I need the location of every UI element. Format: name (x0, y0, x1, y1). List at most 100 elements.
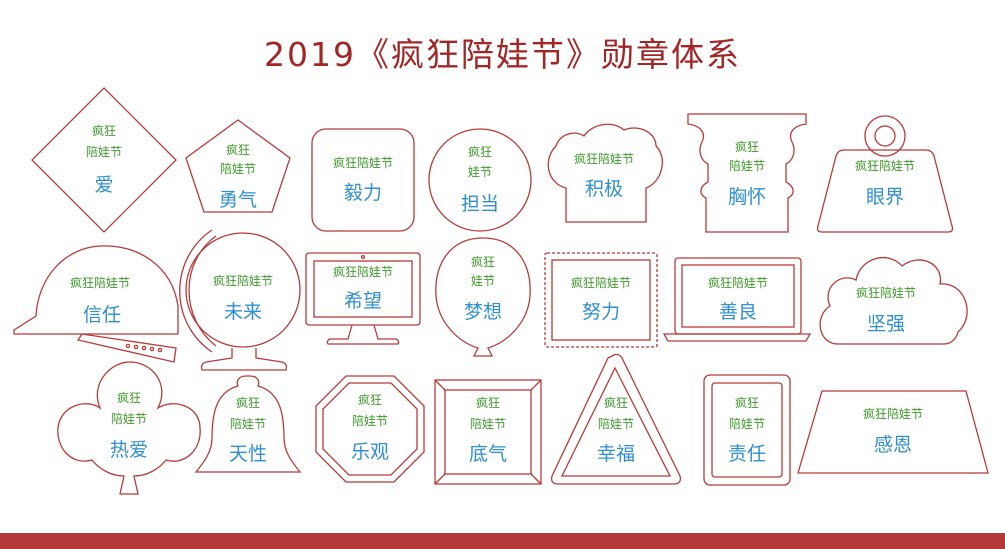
triangle-outer (550, 353, 682, 485)
frame-outer (434, 379, 542, 485)
badge-brand: 疯狂陪娃节 (333, 155, 393, 170)
badge-brand: 疯狂陪娃节 (856, 285, 916, 300)
badge-brand-line2: 陪娃节 (729, 158, 765, 173)
badge-name: 积极 (585, 178, 623, 200)
badge-happiness[interactable]: 疯狂 陪娃节 幸福 (550, 353, 682, 485)
badge-brand-line1: 疯狂 (236, 395, 260, 410)
badge-brand: 疯狂陪娃节 (708, 275, 768, 290)
badge-brand-line2: 娃节 (468, 165, 492, 179)
weight-shape (816, 149, 954, 233)
pillar-shape (687, 113, 807, 233)
badge-dream[interactable]: 疯狂 娃节 梦想 (435, 237, 531, 357)
badge-brand-line2: 陪娃节 (729, 416, 765, 431)
badge-name: 责任 (728, 443, 766, 465)
badge-brand-line2: 陪娃节 (470, 416, 506, 431)
badge-brand-line1: 疯狂 (476, 395, 500, 410)
badge-brand: 疯狂陪娃节 (70, 275, 130, 290)
helmet-shape (13, 245, 179, 335)
badge-passion[interactable]: 疯狂 陪娃节 热爱 (57, 361, 201, 495)
badge-name: 乐观 (351, 441, 389, 463)
badge-brand-line2: 陪娃节 (86, 144, 122, 159)
badge-brand-line1: 疯狂 (735, 139, 759, 154)
badge-brand-line1: 疯狂 (468, 144, 492, 159)
badge-name: 底气 (469, 443, 507, 465)
rounded-frame-inner (711, 382, 783, 478)
badge-name: 梦想 (464, 301, 502, 323)
badge-effort[interactable]: 疯狂陪娃节 努力 (544, 252, 658, 348)
monitor-stand (326, 324, 400, 345)
badge-brand: 疯狂陪娃节 (571, 275, 631, 290)
badge-trust[interactable]: 疯狂陪娃节 信任 (13, 245, 179, 363)
badge-future[interactable]: 疯狂陪娃节 未来 (179, 229, 301, 371)
globe-shape (185, 232, 301, 348)
badge-name: 未来 (224, 301, 262, 323)
badge-brand-line2: 娃节 (471, 274, 495, 288)
badge-name: 胸怀 (728, 186, 766, 208)
badge-name: 感恩 (874, 434, 912, 456)
badge-brand-line1: 疯狂 (117, 390, 141, 405)
weight-handle-inner (874, 125, 896, 147)
stamp-inner (551, 259, 651, 341)
badge-love[interactable]: 疯狂 陪娃节 爱 (31, 87, 177, 233)
badge-courage[interactable]: 疯狂 陪娃节 勇气 (185, 119, 291, 213)
badge-name: 眼界 (866, 186, 904, 208)
badge-hope[interactable]: 疯狂陪娃节 希望 (305, 252, 421, 345)
badge-name: 担当 (461, 193, 499, 215)
helmet-dots (125, 343, 163, 353)
weight-handle-outer (864, 115, 906, 157)
bell-shape (194, 375, 302, 473)
badge-confidence[interactable]: 疯狂 陪娃节 底气 (434, 379, 542, 485)
badge-duty[interactable]: 疯狂 陪娃节 责任 (703, 374, 791, 486)
badge-brand: 疯狂陪娃节 (213, 273, 273, 288)
badge-brand-line1: 疯狂 (471, 254, 495, 269)
badge-name: 希望 (344, 290, 382, 312)
pentagon-shape (185, 119, 291, 213)
laptop-screen (681, 264, 795, 328)
badge-name: 坚强 (867, 313, 905, 335)
helmet-visor (76, 333, 177, 363)
badge-kindness[interactable]: 疯狂陪娃节 善良 (662, 257, 812, 342)
badge-brand-line2: 陪娃节 (230, 416, 266, 431)
badge-brand-line1: 疯狂 (92, 123, 116, 138)
badge-breadth[interactable]: 疯狂 陪娃节 胸怀 (687, 113, 807, 233)
badge-optimism[interactable]: 疯狂 陪娃节 乐观 (315, 375, 425, 483)
badge-gratitude[interactable]: 疯狂陪娃节 感恩 (797, 390, 989, 474)
badge-brand-line2: 陪娃节 (598, 416, 634, 431)
badge-name: 勇气 (219, 189, 257, 211)
globe-stand (200, 348, 288, 371)
laptop-base (662, 333, 812, 342)
stamp-shape (544, 252, 658, 348)
badge-brand-line1: 疯狂 (226, 142, 250, 157)
badge-brand-line2: 陪娃节 (111, 411, 147, 426)
monitor-screen (313, 260, 413, 318)
badge-name: 热爱 (110, 439, 148, 461)
badge-brand-line1: 疯狂 (604, 395, 628, 410)
badge-responsibility[interactable]: 疯狂 娃节 担当 (428, 128, 532, 232)
rounded-frame-outer (703, 374, 791, 486)
badge-vision[interactable]: 疯狂陪娃节 眼界 (816, 115, 954, 233)
circle-shape (428, 128, 532, 232)
clover-shape (57, 361, 201, 495)
badge-positive[interactable]: 疯狂陪娃节 积极 (547, 123, 663, 223)
triangle-inner (560, 366, 672, 477)
monitor-shape (305, 252, 421, 326)
badge-nature[interactable]: 疯狂 陪娃节 天性 (194, 375, 302, 473)
octagon-inner (322, 382, 418, 476)
frame-inner (444, 389, 532, 475)
globe-arc (179, 229, 213, 353)
diamond-shape (31, 87, 177, 233)
badge-name: 毅力 (344, 182, 382, 204)
badge-brand-line2: 陪娃节 (352, 413, 388, 428)
badge-name: 幸福 (597, 443, 635, 465)
octagon-outer (315, 375, 425, 483)
monitor-camera (360, 254, 366, 260)
rounded-square-shape (311, 128, 415, 232)
badge-perseverance[interactable]: 疯狂陪娃节 毅力 (311, 128, 415, 232)
badge-name: 天性 (229, 443, 267, 465)
badge-brand: 疯狂陪娃节 (863, 406, 923, 421)
balloon-shape (435, 237, 531, 357)
badge-name: 信任 (83, 304, 121, 326)
badge-strength[interactable]: 疯狂陪娃节 坚强 (819, 256, 968, 345)
globe-arc-inner (188, 235, 217, 347)
